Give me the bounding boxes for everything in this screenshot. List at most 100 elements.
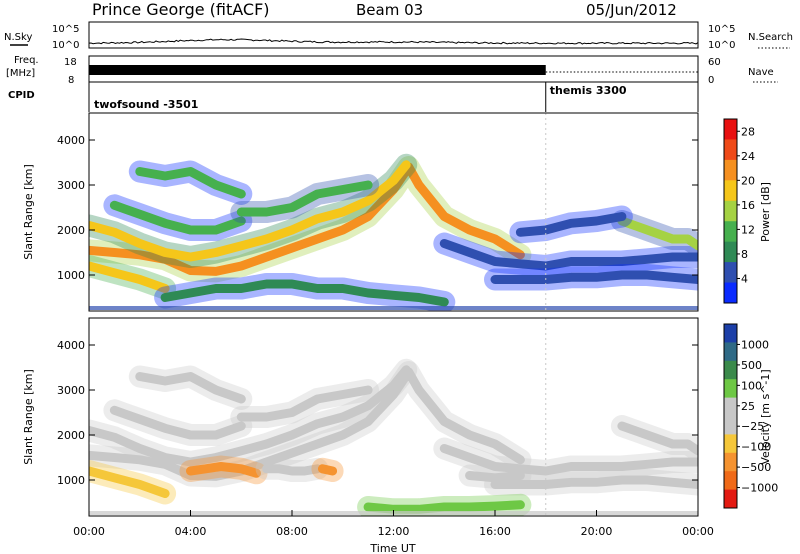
echo-band <box>89 365 411 467</box>
echo-band <box>262 464 322 476</box>
colorbar-tick-label: 12 <box>741 223 755 236</box>
power-frame <box>88 112 699 312</box>
x-tick-label: 00:00 <box>73 525 105 538</box>
colorbar-swatch <box>724 416 737 435</box>
colorbar-tick-label: 100 <box>741 379 762 392</box>
colorbar-tick-label: 25 <box>741 400 755 413</box>
colorbar-swatch <box>724 262 737 284</box>
nsearch-tick-high: 10^5 <box>708 24 735 35</box>
echo-band <box>89 162 525 276</box>
nsky-trace <box>88 38 699 45</box>
velocity-colorbar: 1000 500 100 25 −25 −100 −500 −1000 <box>723 323 778 509</box>
y-tick-label: 2000 <box>57 429 85 442</box>
colorbar-swatch <box>724 324 737 343</box>
echo-band <box>89 261 170 293</box>
x-tick-label: 16:00 <box>479 525 511 538</box>
cpid-segment-1: twofsound -3501 <box>94 98 198 111</box>
echo-band <box>135 372 246 404</box>
x-tick-label: 08:00 <box>276 525 308 538</box>
x-tick-label: 20:00 <box>581 525 613 538</box>
colorbar-tick-label: 4 <box>741 272 748 285</box>
colorbar-swatch <box>724 159 737 181</box>
freq-label-1: Freq. <box>14 55 39 66</box>
colorbar-tick-label: −500 <box>741 461 771 474</box>
echo-band <box>89 367 525 481</box>
y-tick-label: 1000 <box>57 474 85 487</box>
y-tick-label: 2000 <box>57 224 85 237</box>
echo-band <box>515 212 627 237</box>
power-panel: 1000 2000 3000 4000 Slant Range [km] 4 8 12 16… <box>22 112 772 312</box>
colorbar-swatch <box>724 471 737 491</box>
colorbar-tick-label: 1000 <box>741 338 769 351</box>
velocity-colorbar-label: Velocity [m s^-1] <box>759 369 772 464</box>
velocity-xlabel: Time UT <box>369 542 415 554</box>
near-range-echoes <box>89 306 698 310</box>
cpid-label: CPID <box>8 90 35 101</box>
nsky-tick-low: 10^0 <box>52 40 79 51</box>
nsearch-tick-low: 10^0 <box>708 40 735 51</box>
y-tick-label: 1000 <box>57 269 85 282</box>
x-tick-label: 00:00 <box>682 525 714 538</box>
colorbar-swatch <box>724 397 737 417</box>
colorbar-swatch <box>724 489 737 509</box>
colorbar-tick-label: −25 <box>741 420 764 433</box>
colorbar-swatch <box>724 342 737 362</box>
freq-tick-low: 8 <box>68 75 74 86</box>
noise-strip: N.Sky 10^5 10^0 10^5 10^0 N.Search <box>4 21 793 51</box>
colorbar-swatch <box>724 360 737 380</box>
x-tick-label: 04:00 <box>175 525 207 538</box>
echo-band <box>236 180 373 217</box>
cpid-strip: CPID twofsound -3501 themis 3300 <box>8 82 699 112</box>
colorbar-swatch <box>724 139 737 161</box>
power-y-ticks: 1000 2000 3000 4000 <box>57 134 698 282</box>
echo-band <box>439 444 698 476</box>
power-echo-bands <box>89 153 698 311</box>
echo-band <box>465 471 525 483</box>
colorbar-swatch <box>724 221 737 243</box>
freq-label-2: [MHz] <box>6 68 35 79</box>
velocity-panel: 1000 2000 3000 4000 00:00 04:00 08:00 12:00 16:… <box>22 317 778 554</box>
echo-band <box>89 160 411 262</box>
echo-band <box>89 466 170 498</box>
colorbar-tick-label: 28 <box>741 125 755 138</box>
echo-band <box>109 200 246 235</box>
cpid-segment-2: themis 3300 <box>550 84 627 97</box>
y-tick-label: 3000 <box>57 179 85 192</box>
echo-band <box>186 462 261 478</box>
velocity-x-ticks: 00:00 04:00 08:00 12:00 16:00 20:00 00:00 <box>73 510 714 538</box>
nave-tick-low: 0 <box>708 75 714 86</box>
beam-title: Beam 03 <box>356 1 423 19</box>
nsearch-label: N.Search <box>748 32 793 43</box>
colorbar-frame <box>723 118 738 304</box>
echo-band <box>236 385 373 422</box>
colorbar-swatch <box>724 282 737 304</box>
velocity-y-ticks: 1000 2000 3000 4000 <box>57 339 698 487</box>
power-colorbar-label: Power [dB] <box>759 182 772 242</box>
colorbar-tick-label: 16 <box>741 199 755 212</box>
nave-tick-high: 60 <box>708 57 721 68</box>
echo-band <box>439 239 698 271</box>
colorbar-swatch <box>724 452 737 472</box>
colorbar-frame <box>723 323 738 509</box>
velocity-echo-bands <box>89 358 698 516</box>
colorbar-tick-label: 500 <box>741 359 762 372</box>
freq-bar <box>89 65 546 75</box>
date-title: 05/Jun/2012 <box>586 1 677 19</box>
echo-band <box>317 464 338 476</box>
x-tick-label: 12:00 <box>378 525 410 538</box>
y-tick-label: 4000 <box>57 339 85 352</box>
colorbar-swatch <box>724 434 737 454</box>
colorbar-swatch <box>724 180 737 202</box>
echo-band <box>363 500 525 514</box>
colorbar-tick-label: −100 <box>741 441 771 454</box>
nsky-label: N.Sky <box>4 32 32 43</box>
freq-strip: Freq. [MHz] 18 8 60 0 Nave <box>6 55 778 86</box>
echo-band <box>109 405 246 440</box>
colorbar-tick-label: 20 <box>741 174 755 187</box>
nave-label: Nave <box>748 67 774 78</box>
colorbar-swatch <box>724 241 737 263</box>
power-colorbar: 4 8 12 16 20 24 28 <box>723 118 755 304</box>
echo-band <box>617 421 698 456</box>
echo-band <box>160 279 449 307</box>
